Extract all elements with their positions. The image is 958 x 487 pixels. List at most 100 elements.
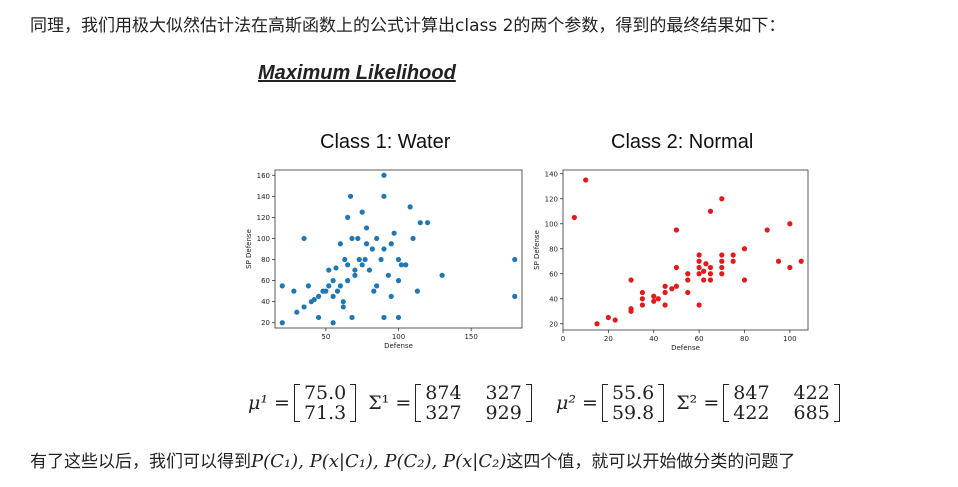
data-point bbox=[414, 288, 420, 294]
y-tick-label: 100 bbox=[257, 235, 270, 243]
data-point bbox=[512, 256, 518, 263]
sigma-2-label: Σ² = bbox=[676, 392, 720, 414]
data-point bbox=[512, 293, 518, 299]
data-point bbox=[741, 277, 748, 283]
data-point bbox=[395, 278, 402, 284]
data-point bbox=[410, 235, 416, 242]
outro-paragraph: 有了这些以后，我们可以得到P(C₁), P(x|C₁), P(C₂), P(x|… bbox=[30, 450, 795, 474]
sigma-1-matrix: 874 327 327 929 bbox=[415, 383, 532, 423]
data-point bbox=[764, 227, 770, 233]
sigma-2-value: 422 bbox=[733, 402, 770, 424]
data-point bbox=[345, 262, 351, 268]
data-point bbox=[707, 271, 714, 277]
data-point bbox=[719, 271, 725, 277]
data-point bbox=[323, 288, 329, 294]
x-tick-label: 80 bbox=[740, 335, 749, 343]
data-point bbox=[395, 256, 402, 263]
y-tick-label: 40 bbox=[549, 295, 558, 303]
data-point bbox=[583, 177, 589, 183]
x-axis-label: Defense bbox=[671, 344, 700, 352]
data-point bbox=[407, 204, 413, 210]
data-point bbox=[347, 193, 354, 199]
data-point bbox=[333, 265, 339, 271]
data-point bbox=[381, 193, 387, 199]
data-point bbox=[719, 264, 725, 271]
data-point bbox=[381, 172, 387, 178]
x-tick-label: 40 bbox=[649, 335, 658, 343]
mu-2-vector: 55.6 59.8 bbox=[601, 383, 665, 424]
class-1-parameters: μ¹ = 75.0 71.3 Σ¹ = 874 327 327 929 bbox=[248, 383, 536, 423]
data-point bbox=[352, 267, 358, 273]
y-axis-label: SP Defense bbox=[245, 229, 253, 269]
data-point bbox=[374, 283, 380, 289]
data-point bbox=[366, 267, 373, 273]
data-point bbox=[662, 283, 668, 289]
data-point bbox=[707, 208, 714, 214]
data-point bbox=[388, 293, 394, 299]
data-point bbox=[337, 283, 343, 289]
data-point bbox=[673, 227, 680, 233]
y-tick-label: 140 bbox=[545, 170, 558, 178]
data-point bbox=[381, 246, 387, 252]
data-point bbox=[301, 304, 307, 310]
data-point bbox=[334, 288, 341, 294]
data-point bbox=[417, 220, 423, 226]
data-point bbox=[775, 258, 782, 264]
data-point bbox=[388, 241, 394, 247]
data-point bbox=[369, 246, 375, 252]
data-point bbox=[395, 314, 402, 321]
mu-1-value: 71.3 bbox=[303, 402, 347, 424]
data-point bbox=[685, 289, 691, 296]
y-tick-label: 100 bbox=[545, 220, 558, 228]
y-tick-label: 120 bbox=[545, 195, 558, 203]
data-point bbox=[730, 252, 736, 258]
data-point bbox=[696, 252, 702, 258]
data-point bbox=[741, 246, 748, 252]
sigma-1-value: 327 bbox=[425, 402, 462, 424]
data-point bbox=[378, 256, 384, 263]
chart-2-title: Class 2: Normal bbox=[611, 131, 754, 153]
x-tick-label: 60 bbox=[695, 335, 704, 343]
class-2-parameters: μ² = 55.6 59.8 Σ² = 847 422 422 685 bbox=[556, 383, 844, 423]
data-point bbox=[391, 230, 397, 236]
mu-1-vector: 75.0 71.3 bbox=[293, 383, 357, 424]
data-point bbox=[345, 214, 351, 220]
data-point bbox=[696, 264, 702, 271]
sigma-2-value: 685 bbox=[793, 402, 830, 424]
data-point bbox=[356, 256, 362, 263]
data-point bbox=[359, 209, 365, 215]
mu-2-label: μ² = bbox=[556, 392, 598, 414]
x-tick-label: 20 bbox=[604, 335, 613, 343]
sigma-2-value: 422 bbox=[793, 382, 830, 404]
data-point bbox=[403, 262, 409, 268]
data-point bbox=[345, 278, 351, 284]
data-point bbox=[311, 296, 317, 303]
section-title: Maximum Likelihood bbox=[258, 62, 456, 84]
data-point bbox=[651, 298, 657, 304]
data-point bbox=[787, 221, 793, 227]
x-tick-label: 50 bbox=[321, 333, 330, 341]
data-point bbox=[355, 235, 361, 242]
data-point bbox=[371, 288, 377, 294]
data-point bbox=[605, 314, 611, 321]
data-point bbox=[685, 277, 691, 283]
x-tick-label: 100 bbox=[783, 335, 796, 343]
data-point bbox=[439, 272, 445, 278]
data-point bbox=[374, 235, 380, 242]
data-point bbox=[330, 293, 336, 299]
mu-2-value: 59.8 bbox=[611, 402, 655, 424]
data-point bbox=[719, 258, 725, 264]
data-point bbox=[305, 283, 312, 289]
data-point bbox=[673, 264, 680, 271]
y-tick-label: 60 bbox=[549, 270, 558, 278]
data-point bbox=[594, 321, 600, 327]
outro-math: P(C₁), P(x|C₁), P(C₂), P(x|C₂) bbox=[251, 451, 507, 472]
plot-frame bbox=[562, 169, 809, 331]
data-point bbox=[696, 302, 702, 308]
x-tick-label: 0 bbox=[561, 335, 565, 343]
data-point bbox=[340, 299, 346, 305]
data-point bbox=[655, 296, 661, 302]
sigma-2-value: 847 bbox=[733, 382, 770, 404]
data-point bbox=[662, 289, 668, 296]
data-point bbox=[628, 306, 634, 312]
